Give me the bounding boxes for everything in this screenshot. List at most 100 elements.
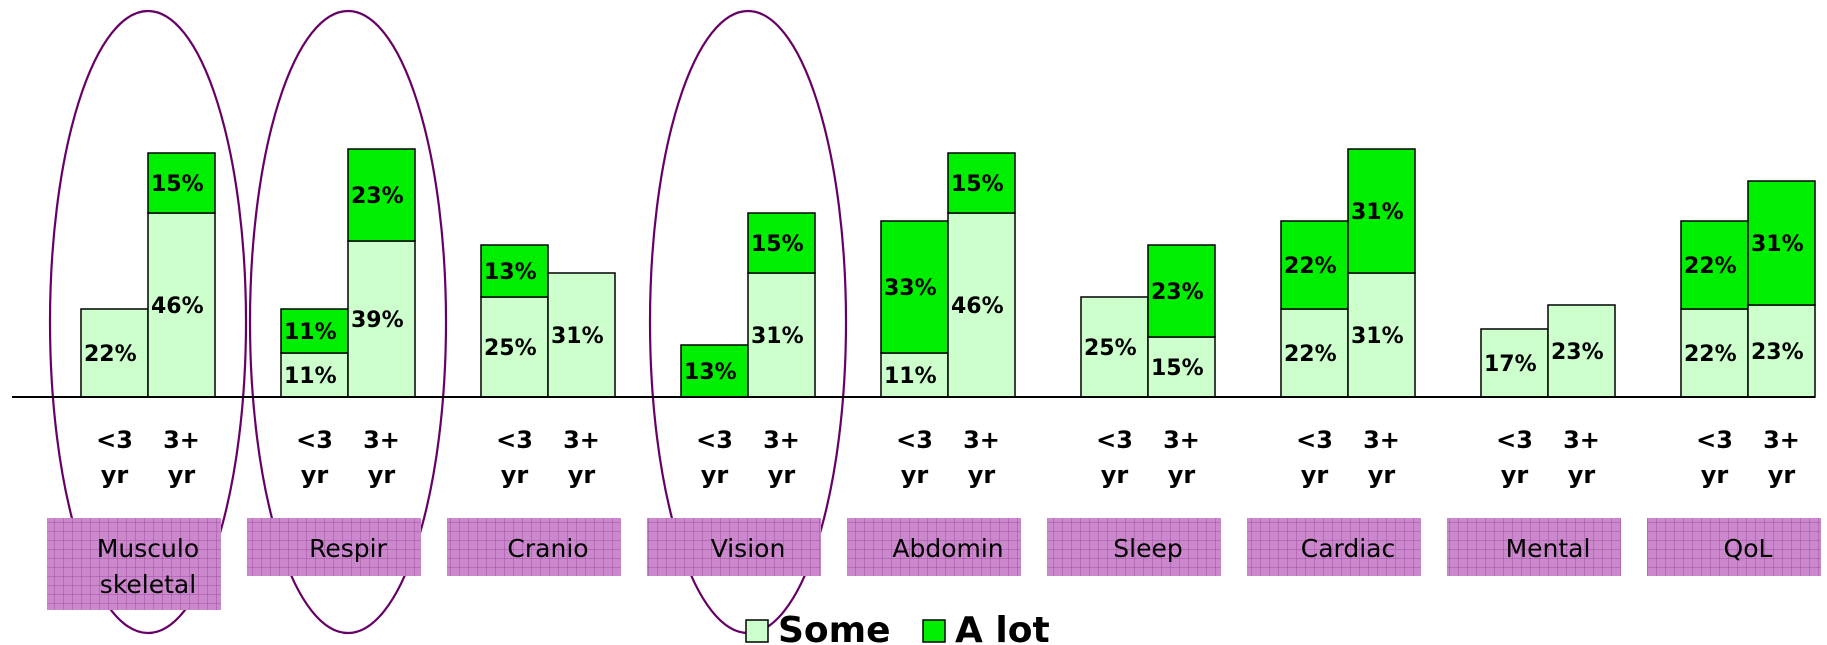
data-label: 31% <box>751 324 804 349</box>
x-tick-labels: <3 yr 3+ yr <3 yr 3+ yr <3 yr 3+ yr <3 yr 3+ yr <3 yr 3+ yr… <box>96 426 1800 489</box>
category-box <box>1047 518 1221 576</box>
x-tick-label: yr <box>1101 461 1129 489</box>
x-tick-label: 3+ <box>1163 426 1200 454</box>
x-tick-label: 3+ <box>1363 426 1400 454</box>
bar-alot-4-1 <box>947 152 1016 214</box>
x-tick-label: yr <box>1568 461 1596 489</box>
category-box <box>847 518 1021 576</box>
legend-swatch-some <box>745 619 769 643</box>
category-label: QoL <box>1724 534 1773 563</box>
x-tick-label: yr <box>168 461 196 489</box>
bar-alot-8-0 <box>1680 220 1749 310</box>
x-tick-label: yr <box>101 461 129 489</box>
x-tick-label: yr <box>1501 461 1529 489</box>
legend-swatch-alot <box>922 619 946 643</box>
data-label: 31% <box>551 324 604 349</box>
data-label: 22% <box>1684 254 1737 279</box>
category-label: Cranio <box>507 534 588 563</box>
data-label: 22% <box>1284 254 1337 279</box>
x-tick-label: 3+ <box>163 426 200 454</box>
data-label: 15% <box>751 232 804 257</box>
data-label: 11% <box>884 364 937 389</box>
data-label: 15% <box>1151 356 1204 381</box>
x-tick-label: yr <box>501 461 529 489</box>
bar-some-1-1 <box>347 240 416 398</box>
x-tick-label: <3 <box>896 426 933 454</box>
data-label: 17% <box>1484 352 1537 377</box>
bars-layer: 22% 46% 15% 11% 11% 39% 23% 25% 13% 31% 13% 31% 15% 1… <box>80 148 1816 398</box>
category-label: Abdomin <box>892 534 1003 563</box>
data-label: 25% <box>1084 336 1137 361</box>
category-box <box>647 518 821 576</box>
x-tick-label: <3 <box>496 426 533 454</box>
category-box <box>1247 518 1421 576</box>
data-label: 15% <box>951 172 1004 197</box>
bar-alot-0-1 <box>147 152 216 214</box>
data-label: 33% <box>884 276 937 301</box>
data-label: 23% <box>1751 340 1804 365</box>
bar-some-2-1 <box>547 272 616 398</box>
bar-some-4-1 <box>947 212 1016 398</box>
data-label: 39% <box>351 308 404 333</box>
bar-some-6-1 <box>1347 272 1416 398</box>
x-tick-label: 3+ <box>363 426 400 454</box>
category-label: Sleep <box>1113 534 1182 563</box>
x-tick-label: 3+ <box>963 426 1000 454</box>
x-tick-label: yr <box>968 461 996 489</box>
category-box <box>247 518 421 576</box>
x-tick-label: yr <box>1368 461 1396 489</box>
category-label: Cardiac <box>1301 534 1396 563</box>
bar-some-6-0 <box>1280 308 1349 398</box>
data-label: 25% <box>484 336 537 361</box>
bar-alot-3-1 <box>747 212 816 274</box>
x-tick-label: yr <box>1301 461 1329 489</box>
legend: Some A lot <box>745 610 1050 645</box>
category-label: Respir <box>309 534 387 563</box>
x-tick-label: <3 <box>1696 426 1733 454</box>
x-tick-label: 3+ <box>563 426 600 454</box>
category-box <box>1447 518 1621 576</box>
category-box <box>47 518 221 610</box>
category-label: skeletal <box>100 570 196 599</box>
x-tick-label: 3+ <box>1563 426 1600 454</box>
data-label: 22% <box>1684 342 1737 367</box>
category-label: Vision <box>711 534 786 563</box>
bar-alot-1-0 <box>280 308 349 354</box>
legend-label-some: Some <box>778 610 891 645</box>
x-tick-label: <3 <box>296 426 333 454</box>
data-label: 22% <box>1284 342 1337 367</box>
legend-label-alot: A lot <box>955 610 1050 645</box>
category-labels: Musculo skeletal Respir Cranio Vision Abdomin… <box>47 518 1821 610</box>
bar-some-8-0 <box>1680 308 1749 398</box>
x-tick-label: <3 <box>1296 426 1333 454</box>
data-label: 13% <box>484 260 537 285</box>
x-tick-label: yr <box>301 461 329 489</box>
category-box <box>1647 518 1821 576</box>
bar-alot-6-0 <box>1280 220 1349 310</box>
bar-some-5-1 <box>1147 336 1216 398</box>
x-tick-label: 3+ <box>763 426 800 454</box>
data-label: 31% <box>1751 232 1804 257</box>
x-tick-label: 3+ <box>1763 426 1800 454</box>
data-label: 15% <box>151 172 204 197</box>
bar-some-2-0 <box>480 296 549 398</box>
x-tick-label: yr <box>1768 461 1796 489</box>
data-label: 31% <box>1351 200 1404 225</box>
data-label: 23% <box>1551 340 1604 365</box>
x-tick-label: yr <box>368 461 396 489</box>
bar-some-0-0 <box>80 308 149 398</box>
data-label: 46% <box>951 294 1004 319</box>
bar-alot-8-1 <box>1747 180 1816 306</box>
x-tick-label: yr <box>568 461 596 489</box>
data-label: 13% <box>684 360 737 385</box>
bar-alot-5-1 <box>1147 244 1216 338</box>
bar-some-3-1 <box>747 272 816 398</box>
bar-alot-6-1 <box>1347 148 1416 274</box>
bar-some-5-0 <box>1080 296 1149 398</box>
data-label: 46% <box>151 294 204 319</box>
bar-alot-2-0 <box>480 244 549 298</box>
bar-some-7-1 <box>1547 304 1616 398</box>
data-label: 11% <box>284 364 337 389</box>
x-tick-label: yr <box>768 461 796 489</box>
